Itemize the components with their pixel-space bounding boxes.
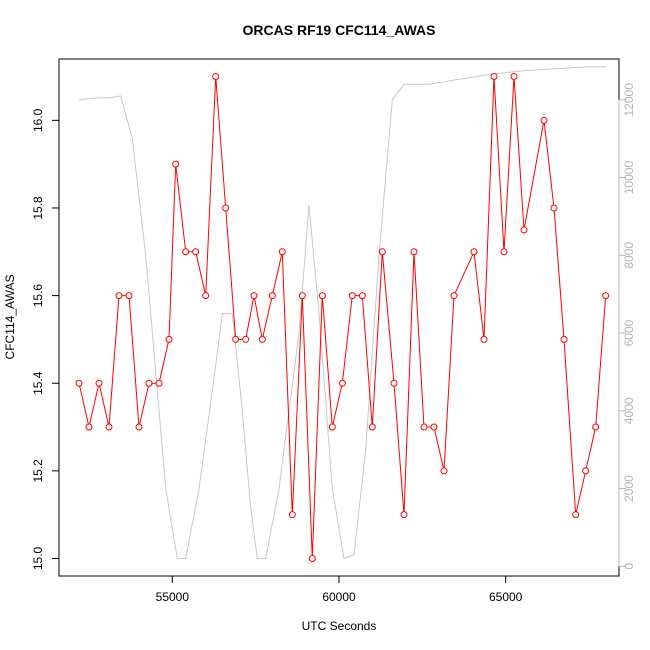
y2-tick-label: 2000 bbox=[622, 475, 636, 502]
y-tick-label: 15.0 bbox=[31, 546, 45, 570]
data-point bbox=[480, 335, 488, 343]
y-axis-label: CFC114_AWAS bbox=[3, 275, 17, 360]
altitude-line bbox=[78, 66, 606, 560]
y2-tick-label: 6000 bbox=[622, 319, 636, 346]
y2-tick-label: 10000 bbox=[622, 161, 636, 195]
data-point bbox=[155, 379, 163, 387]
y-tick-label: 15.8 bbox=[31, 196, 45, 220]
data-point bbox=[368, 423, 376, 431]
data-point bbox=[338, 379, 346, 387]
data-point bbox=[232, 335, 240, 343]
data-point bbox=[358, 292, 366, 300]
x-tick-label: 60000 bbox=[322, 590, 356, 604]
data-point bbox=[135, 423, 143, 431]
data-point bbox=[318, 292, 326, 300]
data-point bbox=[250, 292, 258, 300]
data-point bbox=[510, 73, 518, 81]
x-axis: 55000 60000 65000 bbox=[156, 575, 523, 604]
data-point bbox=[410, 248, 418, 256]
y2-tick-label: 0 bbox=[622, 563, 636, 570]
data-point bbox=[582, 467, 590, 475]
data-point bbox=[242, 335, 250, 343]
data-point bbox=[288, 511, 296, 519]
y-tick-label: 15.6 bbox=[31, 284, 45, 308]
data-point bbox=[400, 511, 408, 519]
data-point bbox=[202, 292, 210, 300]
data-point bbox=[212, 73, 220, 81]
y2-tick-label: 12000 bbox=[622, 83, 636, 117]
data-point bbox=[328, 423, 336, 431]
data-point bbox=[182, 248, 190, 256]
y-tick-label: 16.0 bbox=[31, 108, 45, 132]
data-point bbox=[75, 379, 83, 387]
data-point bbox=[222, 204, 230, 212]
data-point bbox=[125, 292, 133, 300]
data-point bbox=[95, 379, 103, 387]
data-point bbox=[550, 204, 558, 212]
data-point bbox=[105, 423, 113, 431]
data-point bbox=[470, 248, 478, 256]
x-tick-label: 65000 bbox=[489, 590, 523, 604]
data-point bbox=[490, 73, 498, 81]
series-altitude bbox=[78, 66, 606, 560]
data-point bbox=[85, 423, 93, 431]
y2-tick-label: 4000 bbox=[622, 397, 636, 424]
data-point bbox=[602, 292, 610, 300]
x-tick-label: 55000 bbox=[156, 590, 190, 604]
data-point bbox=[278, 248, 286, 256]
data-point bbox=[348, 292, 356, 300]
data-point bbox=[172, 160, 180, 168]
data-point bbox=[145, 379, 153, 387]
data-point bbox=[592, 423, 600, 431]
plot-frame bbox=[58, 58, 620, 577]
y-axis-left: 15.0 15.2 15.4 15.6 15.8 16.0 bbox=[31, 108, 60, 570]
data-point bbox=[308, 554, 316, 562]
y-tick-label: 15.4 bbox=[31, 371, 45, 395]
y2-tick-label: 8000 bbox=[622, 242, 636, 269]
data-point bbox=[520, 226, 528, 234]
series-cfc114 bbox=[75, 73, 610, 562]
data-point bbox=[420, 423, 428, 431]
data-point bbox=[500, 248, 508, 256]
x-axis-label: UTC Seconds bbox=[302, 619, 377, 633]
data-point bbox=[440, 467, 448, 475]
data-point bbox=[572, 511, 580, 519]
y-tick-label: 15.2 bbox=[31, 459, 45, 483]
cfc114-line bbox=[78, 76, 607, 559]
data-point bbox=[430, 423, 438, 431]
data-point bbox=[268, 292, 276, 300]
data-point bbox=[192, 248, 200, 256]
y-axis-right: 0 2000 4000 6000 8000 10000 12000 bbox=[618, 83, 636, 570]
chart-title: ORCAS RF19 CFC114_AWAS bbox=[243, 22, 436, 38]
data-point bbox=[390, 379, 398, 387]
data-point bbox=[540, 116, 548, 124]
data-point bbox=[560, 335, 568, 343]
data-point bbox=[165, 335, 173, 343]
data-point bbox=[450, 292, 458, 300]
data-point bbox=[115, 292, 123, 300]
data-point bbox=[378, 248, 386, 256]
data-point bbox=[298, 292, 306, 300]
data-point bbox=[258, 335, 266, 343]
